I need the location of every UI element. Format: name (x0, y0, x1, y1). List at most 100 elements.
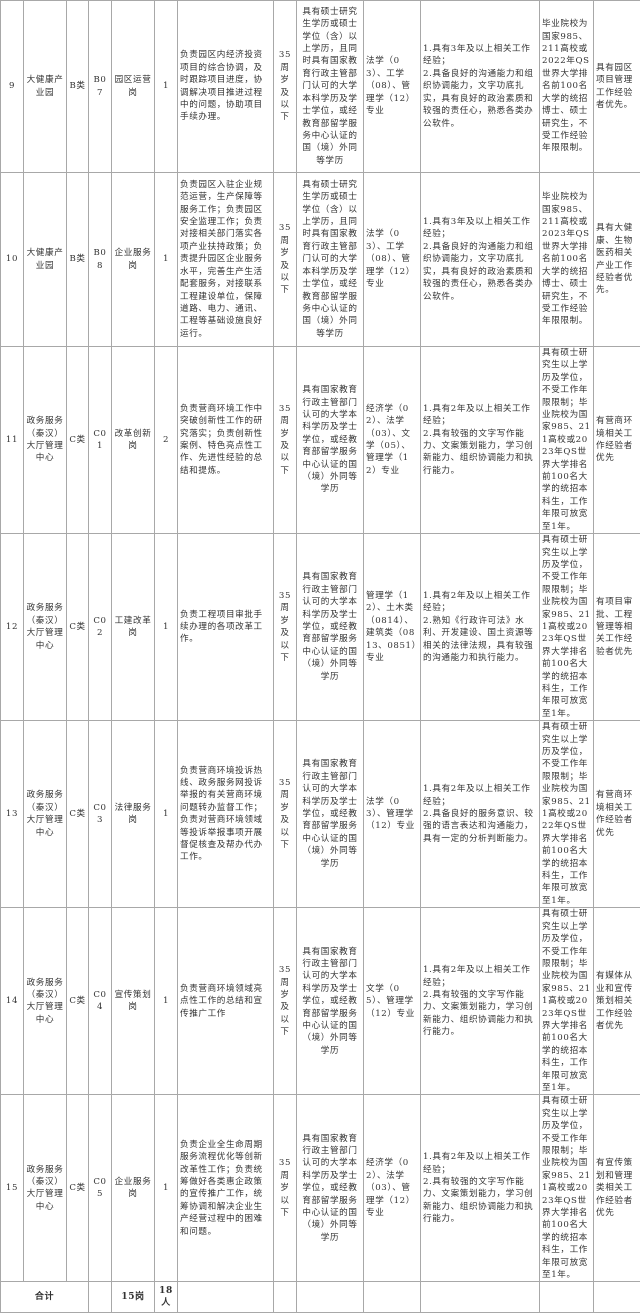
school-requirement: 具有硕士研究生以上学历及学位，不受工作年限限制；毕业院校为国家985、211高校… (540, 347, 594, 534)
duties: 负责企业全生命周期服务流程优化等创新改革性工作；负责统筹做好各类惠企政策的宣传推… (178, 1095, 274, 1282)
other-requirements: 1.具有3年及以上相关工作经验； 2.具备良好的沟通能力和组织协调能力，文字功底… (421, 1, 540, 173)
age-requirement: 35周岁以下 (274, 1095, 297, 1282)
category: C类 (67, 534, 89, 721)
major-requirement: 经济学（02）、法学（03）、文学（05）、管理学（12）专业 (364, 347, 421, 534)
position-name: 宣传策划岗 (112, 908, 155, 1095)
position-name: 企业服务岗 (112, 1095, 155, 1282)
school-requirement: 毕业院校为国家985、211高校或2022年QS世界大学排名前100名大学的统招… (540, 1, 594, 173)
education-requirement: 具有国家教育行政主管部门认可的大学本科学历及学士学位，或经教育部留学服务中心认证… (297, 534, 364, 721)
major-requirement: 法学（03）、工学（08）、管理学（12）专业 (364, 173, 421, 347)
row-number: 11 (1, 347, 24, 534)
other-requirements: 1.具有2年及以上相关工作经验； 2.具备良好的服务意识、较强的语言表达和沟通能… (421, 721, 540, 908)
duties: 负责营商环境工作中突破创新性工作的研究落实；负责创新性案例、特色亮点性工作、先进… (178, 347, 274, 534)
duties: 负责工程项目审批手续办理的各项改革工作。 (178, 534, 274, 721)
position-code: B08 (89, 173, 112, 347)
total-row: 合计 15岗 18人 (1, 1282, 640, 1313)
headcount: 1 (155, 173, 178, 347)
age-requirement: 35周岁及以下 (274, 347, 297, 534)
age-requirement: 35周岁及以下 (274, 908, 297, 1095)
position-code: C04 (89, 908, 112, 1095)
education-requirement: 具有国家教育行政主管部门认可的大学本科学历及学士学位，或经教育部留学服务中心认证… (297, 721, 364, 908)
total-label: 合计 (1, 1282, 89, 1313)
position-name: 改革创新岗 (112, 347, 155, 534)
education-requirement: 具有国家教育行政主管部门认可的大学本科学历及学士学位，或经教育部留学服务中心认证… (297, 1095, 364, 1282)
headcount: 2 (155, 347, 178, 534)
position-name: 园区运营岗 (112, 1, 155, 173)
unit-name: 大健康产业园 (24, 173, 67, 347)
headcount: 1 (155, 908, 178, 1095)
row-number: 10 (1, 173, 24, 347)
major-requirement: 法学（03）、工学（08）、管理学（12）专业 (364, 1, 421, 173)
duties: 负责园区入驻企业规范运营，生产保障等服务工作；负责园区安全监理工作；负责对接相关… (178, 173, 274, 347)
row-number: 9 (1, 1, 24, 173)
major-requirement: 文学（05）、管理学（12）专业 (364, 908, 421, 1095)
duties: 负责营商环境领域亮点性工作的总结和宣传推广工作 (178, 908, 274, 1095)
position-code: C03 (89, 721, 112, 908)
total-positions: 15岗 (112, 1282, 155, 1313)
position-name: 工建改革岗 (112, 534, 155, 721)
position-code: B07 (89, 1, 112, 173)
total-empty (89, 1282, 112, 1313)
other-requirements: 1.具有3年及以上相关工作经验； 2.具备良好的沟通能力和组织协调能力，文字功底… (421, 173, 540, 347)
school-requirement: 具有硕士研究生以上学历及学位，不受工作年限限制；毕业院校为国家985、211高校… (540, 534, 594, 721)
major-requirement: 经济学（02）、法学（03）、管理学（12）专业 (364, 1095, 421, 1282)
age-requirement: 35周岁及以下 (274, 721, 297, 908)
position-code: C01 (89, 347, 112, 534)
age-requirement: 35周岁及以下 (274, 534, 297, 721)
position-code: C02 (89, 534, 112, 721)
unit-name: 政务服务（秦汉）大厅管理中心 (24, 1095, 67, 1282)
position-code: C05 (89, 1095, 112, 1282)
other-requirements: 1.具有2年及以上相关工作经验； 2.具有较强的文字写作能力、文案策划能力，学习… (421, 908, 540, 1095)
unit-name: 大健康产业园 (24, 1, 67, 173)
major-requirement: 法学（03）、管理学（12）专业 (364, 721, 421, 908)
education-requirement: 具有国家教育行政主管部门认可的大学本科学历及学士学位，或经教育部留学服务中心认证… (297, 908, 364, 1095)
priority-condition: 具有大健康、生物医药相关产业工作经验者优先。 (594, 173, 640, 347)
category: B类 (67, 1, 89, 173)
priority-condition: 具有园区项目管理工作经验者优先。 (594, 1, 640, 173)
total-people: 18人 (155, 1282, 178, 1313)
row-number: 15 (1, 1095, 24, 1282)
other-requirements: 1.具有2年及以上相关工作经验； 2.具有较强的文字写作能力、文案策划能力，学习… (421, 1095, 540, 1282)
education-requirement: 具有硕士研究生学历或硕士学位（含）以上学历，且同时具有国家教育行政主管部门认可的… (297, 173, 364, 347)
priority-condition: 有营商环境相关工作经验者优先 (594, 721, 640, 908)
school-requirement: 具有硕士研究生以上学历及学位，不受工作年限限制；毕业院校为国家985、211高校… (540, 1095, 594, 1282)
unit-name: 政务服务（秦汉）大厅管理中心 (24, 534, 67, 721)
other-requirements: 1.具有2年及以上相关工作经验； 2.熟知《行政许可法》水利、开发建设、国土资源… (421, 534, 540, 721)
priority-condition: 有宣传策划和管理类相关工作经验者优先 (594, 1095, 640, 1282)
category: C类 (67, 721, 89, 908)
category: C类 (67, 908, 89, 1095)
headcount: 1 (155, 721, 178, 908)
education-requirement: 具有国家教育行政主管部门认可的大学本科学历及学士学位，或经教育部留学服务中心认证… (297, 347, 364, 534)
duties: 负责园区内经济投资项目的综合协调，及时跟踪项目进度，协调解决项目推进过程中的问题… (178, 1, 274, 173)
duties: 负责营商环境投诉热线、政务服务网投诉举报的有关营商环境问题转办监督工作；负责对营… (178, 721, 274, 908)
school-requirement: 具有硕士研究生以上学历及学位，不受工作年限限制；毕业院校为国家985、211高校… (540, 721, 594, 908)
headcount: 1 (155, 534, 178, 721)
school-requirement: 具有硕士研究生以上学历及学位，不受工作年限限制；毕业院校为国家985、211高校… (540, 908, 594, 1095)
age-requirement: 35周岁及以下 (274, 1, 297, 173)
unit-name: 政务服务（秦汉）大厅管理中心 (24, 908, 67, 1095)
headcount: 1 (155, 1, 178, 173)
unit-name: 政务服务（秦汉）大厅管理中心 (24, 721, 67, 908)
category: C类 (67, 347, 89, 534)
major-requirement: 管理学（12）、土木类（0814）、建筑类（0813、0851）专业 (364, 534, 421, 721)
priority-condition: 有项目审批、工程管理等相关工作经验者优先 (594, 534, 640, 721)
education-requirement: 具有硕士研究生学历或硕士学位（含）以上学历，且同时具有国家教育行政主管部门认可的… (297, 1, 364, 173)
unit-name: 政务服务（秦汉）大厅管理中心 (24, 347, 67, 534)
category: C类 (67, 1095, 89, 1282)
priority-condition: 有营商环境相关工作经验者优先 (594, 347, 640, 534)
row-number: 14 (1, 908, 24, 1095)
school-requirement: 毕业院校为国家985、211高校或2023年QS世界大学排名前100名大学的统招… (540, 173, 594, 347)
other-requirements: 1.具有2年及以上相关工作经验； 2.具有较强的文字写作能力、文案策划能力，学习… (421, 347, 540, 534)
position-name: 企业服务岗 (112, 173, 155, 347)
row-number: 12 (1, 534, 24, 721)
category: B类 (67, 173, 89, 347)
position-name: 法律服务岗 (112, 721, 155, 908)
